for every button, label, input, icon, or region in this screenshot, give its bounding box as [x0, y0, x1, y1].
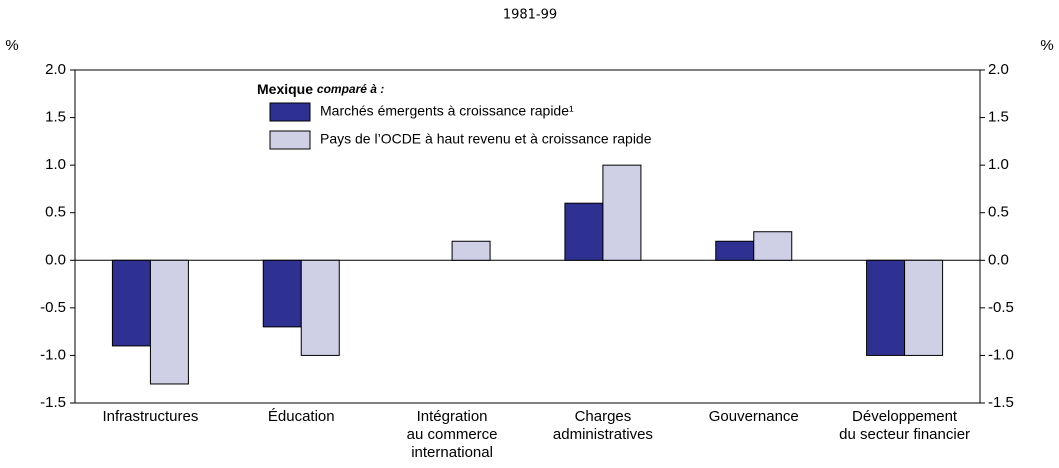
bar [866, 259, 906, 356]
y-axis-unit: % [5, 37, 18, 54]
x-tick-label: Charges administratives [553, 408, 653, 443]
x-tick-label: Développement du secteur financier [839, 408, 970, 443]
x-tick-label-line: au commerce [407, 426, 498, 443]
y2-tick-label: 1.0 [988, 156, 1009, 173]
legend-swatch [269, 130, 311, 150]
x-tick-label-line: Infrastructures [102, 408, 198, 425]
y2-tick-label: 1.5 [988, 109, 1009, 126]
x-tick-label: Infrastructures [102, 408, 198, 425]
x-tick-label-line: Développement [852, 408, 958, 425]
bar [602, 164, 642, 261]
y-tick-label: 0.0 [45, 251, 66, 268]
legend-title-main: Mexique [257, 81, 313, 97]
x-tick-label-line: international [411, 444, 493, 461]
y-tick-label: 1.5 [45, 109, 66, 126]
bar [149, 259, 189, 385]
y2-tick-label: -1.0 [988, 346, 1014, 363]
bar [715, 240, 755, 261]
x-tick-label-line: Éducation [268, 408, 335, 425]
bar [262, 259, 302, 328]
legend-title: Mexique comparé à : [257, 81, 384, 97]
chart-subtitle: 1981-99 [503, 8, 557, 23]
y2-axis-unit: % [1040, 37, 1053, 54]
legend-label: Marchés émergents à croissance rapide¹ [320, 103, 574, 119]
x-tick-label: Intégration au commerce international [407, 408, 498, 461]
legend-title-note: comparé à : [317, 82, 384, 96]
x-tick-label-line: administratives [553, 426, 653, 443]
bar [451, 240, 491, 261]
x-tick-label: Éducation [268, 408, 335, 425]
bar [753, 231, 793, 261]
y-tick-label: -0.5 [40, 299, 66, 316]
bar [300, 259, 340, 356]
y-tick-label: 2.0 [45, 61, 66, 78]
bar [904, 259, 944, 356]
y-tick-label: -1.0 [40, 346, 66, 363]
bar [111, 259, 151, 347]
x-tick-label-line: Gouvernance [709, 408, 799, 425]
legend-swatch [269, 102, 311, 122]
x-tick-label-line: Intégration [417, 408, 488, 425]
bar [564, 202, 604, 261]
plot-frame [74, 69, 981, 404]
y2-tick-label: 0.5 [988, 204, 1009, 221]
legend-label: Pays de l’OCDE à haut revenu et à croiss… [320, 131, 652, 147]
x-tick-label: Gouvernance [709, 408, 799, 425]
x-tick-label-line: Charges [575, 408, 632, 425]
y2-tick-label: -1.5 [988, 394, 1014, 411]
y-tick-label: 0.5 [45, 204, 66, 221]
y-tick-label: -1.5 [40, 394, 66, 411]
y2-tick-label: 2.0 [988, 61, 1009, 78]
y-tick-label: 1.0 [45, 156, 66, 173]
y2-tick-label: -0.5 [988, 299, 1014, 316]
x-tick-label-line: du secteur financier [839, 426, 970, 443]
y2-tick-label: 0.0 [988, 251, 1009, 268]
